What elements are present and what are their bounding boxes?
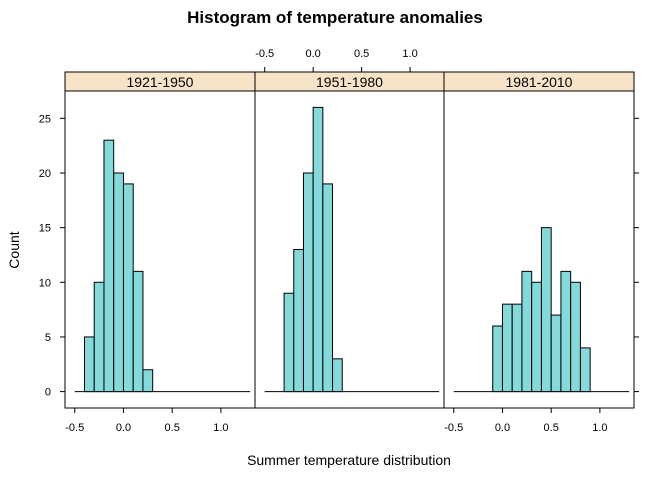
histogram-bar xyxy=(511,303,523,393)
x-tick-label: 0.5 xyxy=(354,48,369,60)
y-tick-label: 15 xyxy=(39,223,51,235)
histogram-bar xyxy=(560,270,572,393)
x-tick-label: -0.5 xyxy=(255,48,274,60)
panel-1921-1950: 1921-1950 -0.5 0.0 0.5 1.0 xyxy=(64,71,256,434)
plot-area: 1921-1950 -0.5 0.0 0.5 1.0 1951-1980 -0.5 0.0 0.… xyxy=(39,48,639,434)
histogram-bar xyxy=(283,292,295,393)
x-tick-label: 0.0 xyxy=(116,422,131,434)
panel-frame xyxy=(254,90,445,409)
y-tick-label: 0 xyxy=(45,387,51,399)
x-tick-label: 1.0 xyxy=(402,48,417,60)
histogram-bar xyxy=(122,183,134,393)
histogram-bar xyxy=(293,249,304,393)
strip-label: 1951-1980 xyxy=(316,74,383,90)
histogram-bar xyxy=(113,172,124,393)
histogram-bar xyxy=(103,139,115,393)
panel-frame xyxy=(443,90,635,409)
histogram-bar xyxy=(142,369,154,393)
histogram-bar xyxy=(501,303,513,393)
x-tick-label: 0.0 xyxy=(495,422,510,434)
strip-label: 1981-2010 xyxy=(506,74,573,90)
panel-1951-1980: 1951-1980 -0.5 0.0 0.5 1.0 xyxy=(254,48,445,409)
histogram-bar xyxy=(521,270,533,393)
x-tick-label: 1.0 xyxy=(592,422,607,434)
y-tick-label: 20 xyxy=(39,168,51,180)
histogram-bar xyxy=(132,270,144,393)
x-tick-label: 1.0 xyxy=(213,422,228,434)
panel-1981-2010: 1981-2010 -0.5 0.0 0.5 1.0 xyxy=(443,71,635,434)
histogram-bar xyxy=(93,281,105,393)
histogram-bar xyxy=(579,347,591,393)
x-tick-label: 0.5 xyxy=(165,422,180,434)
y-tick-label: 5 xyxy=(45,332,51,344)
histogram-bar xyxy=(540,227,552,393)
histogram-bar xyxy=(332,358,343,393)
strip-label: 1921-1950 xyxy=(127,74,194,90)
x-axis-title: Summer temperature distribution xyxy=(247,452,451,468)
histogram-bar xyxy=(302,172,314,393)
x-tick-label: -0.5 xyxy=(65,422,84,434)
histogram-bar xyxy=(312,106,324,393)
x-tick-label: -0.5 xyxy=(444,422,463,434)
histogram-bar xyxy=(322,183,334,393)
histogram-bar xyxy=(531,281,542,393)
chart-title: Histogram of temperature anomalies xyxy=(187,8,483,27)
histogram-bar xyxy=(570,281,581,393)
y-tick-label: 10 xyxy=(39,277,51,289)
histogram-bar xyxy=(83,336,95,393)
x-tick-label: 0.5 xyxy=(544,422,559,434)
histogram-bar xyxy=(550,314,562,393)
x-tick-label: 0.0 xyxy=(306,48,321,60)
y-tick-label: 25 xyxy=(39,113,51,125)
histogram-bar xyxy=(492,325,503,393)
y-axis-title: Count xyxy=(6,231,22,268)
